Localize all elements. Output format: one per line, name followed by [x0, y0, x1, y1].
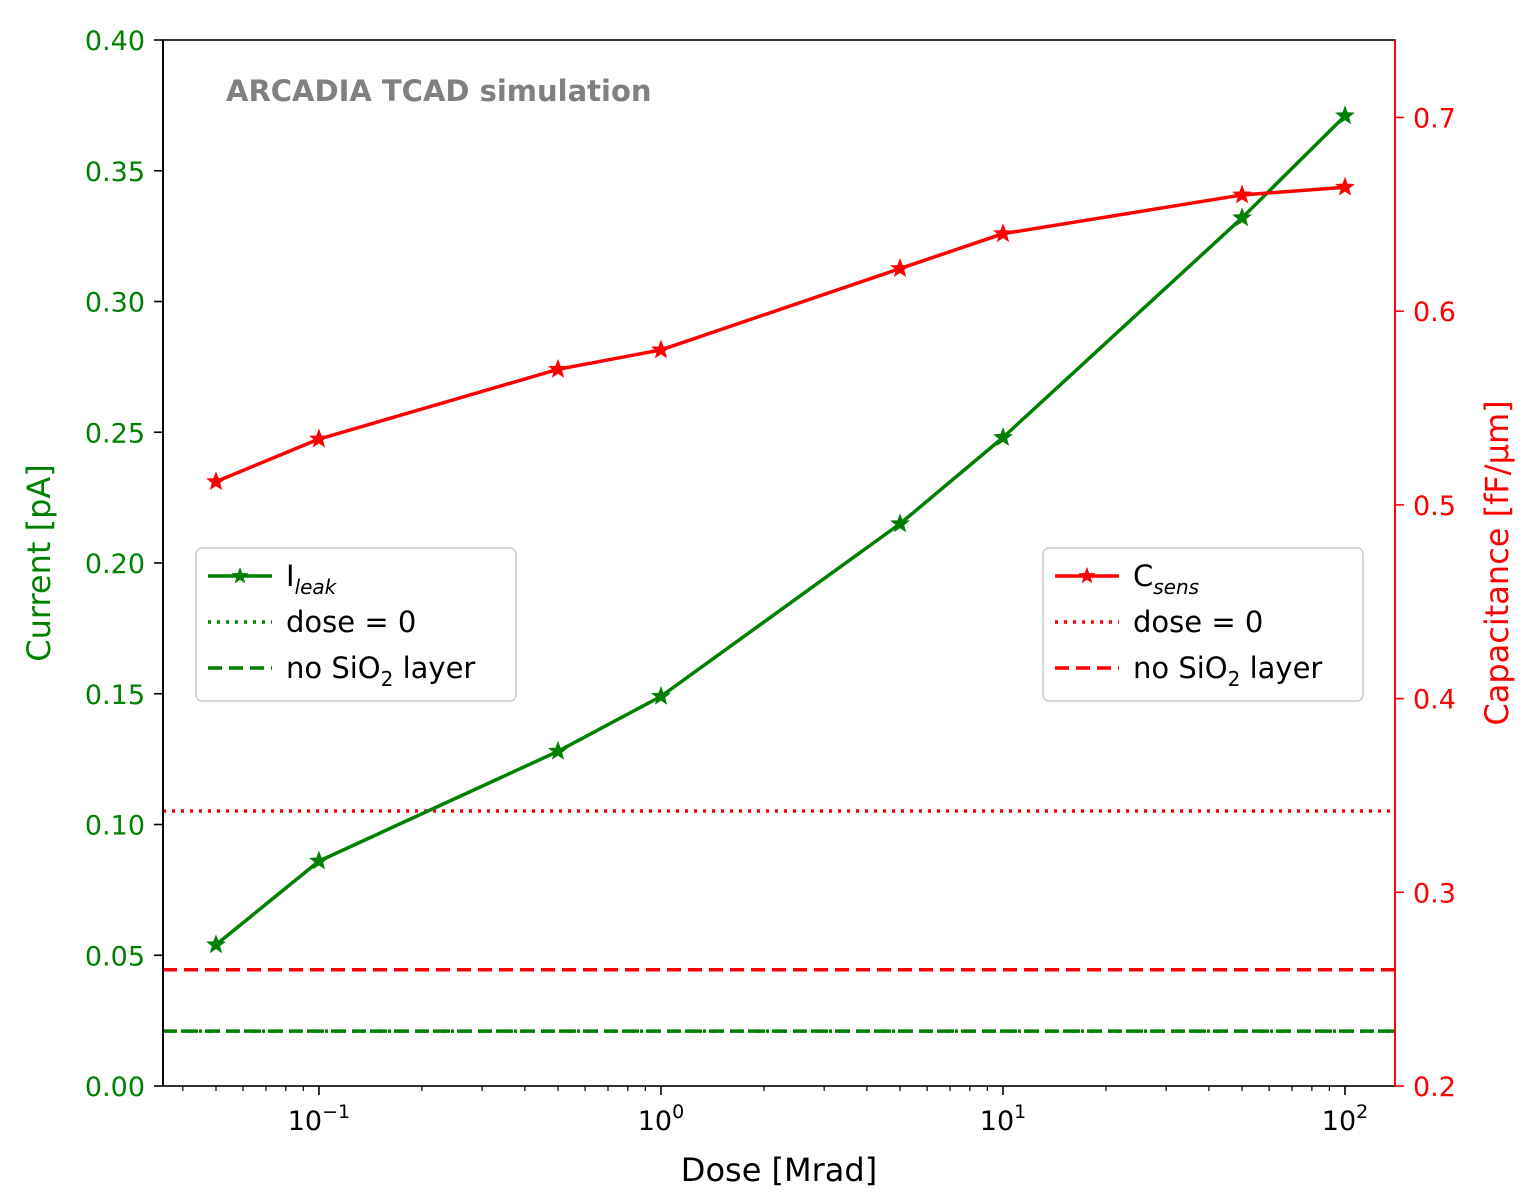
- left-tick-label: 0.15: [85, 680, 145, 711]
- data-point: [890, 513, 910, 533]
- data-point: [1335, 105, 1355, 125]
- data-point: [993, 223, 1013, 243]
- x-tick-label: 10−1: [288, 1101, 350, 1137]
- legend-box: [1042, 547, 1364, 702]
- legend-left: Ileak dose = 0 no SiO2 layer: [195, 547, 517, 702]
- data-point: [651, 685, 671, 705]
- left-tick-label: 0.30: [85, 288, 145, 319]
- data-point: [206, 471, 226, 491]
- data-point: [1232, 207, 1252, 227]
- right-tick-label: 0.2: [1413, 1072, 1456, 1103]
- right-tick-label: 0.4: [1413, 685, 1456, 716]
- legend-marker: [231, 567, 249, 584]
- right-tick-label: 0.5: [1413, 491, 1456, 522]
- series-line-left: [214, 114, 1347, 947]
- data-point: [548, 740, 568, 760]
- left-tick-label: 0.35: [85, 157, 145, 188]
- legend-box: [195, 547, 517, 702]
- data-point: [309, 428, 329, 448]
- axes: 0.00 0.05 0.10 0.15 0.20 0.25 0.30 0.35 0.40 0.2 0…: [85, 26, 1456, 1137]
- right-axis-label: Capacitance [fF/μm]: [1478, 400, 1516, 725]
- data-point: [206, 934, 226, 954]
- data-point: [309, 850, 329, 870]
- legend-marker: [1078, 567, 1096, 584]
- x-tick-label: 102: [1322, 1101, 1368, 1137]
- right-tick-label: 0.6: [1413, 297, 1456, 328]
- reference-lines: [163, 809, 1395, 1033]
- x-tick-label: 101: [980, 1101, 1026, 1137]
- x-tick-label: 100: [638, 1101, 684, 1137]
- x-axis-label: Dose [Mrad]: [681, 1151, 877, 1189]
- legend-label: Csens: [1133, 559, 1199, 599]
- legend-label: no SiO2 layer: [286, 651, 475, 691]
- left-tick-label: 0.25: [85, 418, 145, 449]
- data-point: [1232, 184, 1252, 204]
- data-point: [993, 427, 1013, 446]
- data-point: [890, 258, 910, 278]
- left-axis-label: Current [pA]: [20, 464, 58, 662]
- legends: Ileak dose = 0 no SiO2 layer Csens dose = 0 n…: [195, 547, 1364, 702]
- legend-label: Ileak: [286, 559, 338, 599]
- legend-label: dose = 0: [1133, 605, 1263, 639]
- left-tick-label: 0.05: [85, 941, 145, 972]
- data-point: [651, 339, 671, 359]
- data-series: [206, 105, 1355, 954]
- data-point: [548, 358, 568, 378]
- legend-label: dose = 0: [286, 605, 416, 639]
- right-tick-label: 0.3: [1413, 878, 1456, 909]
- right-tick-label: 0.7: [1413, 103, 1456, 134]
- data-point: [1335, 176, 1355, 196]
- legend-label: no SiO2 layer: [1133, 651, 1322, 691]
- series-line-right: [215, 185, 1346, 484]
- left-tick-label: 0.00: [85, 1072, 145, 1103]
- left-tick-label: 0.20: [85, 549, 145, 580]
- left-tick-label: 0.10: [85, 811, 145, 842]
- legend-right: Csens dose = 0 no SiO2 layer: [1042, 547, 1364, 702]
- chart-annotation: ARCADIA TCAD simulation: [226, 74, 652, 108]
- left-tick-label: 0.40: [85, 26, 145, 57]
